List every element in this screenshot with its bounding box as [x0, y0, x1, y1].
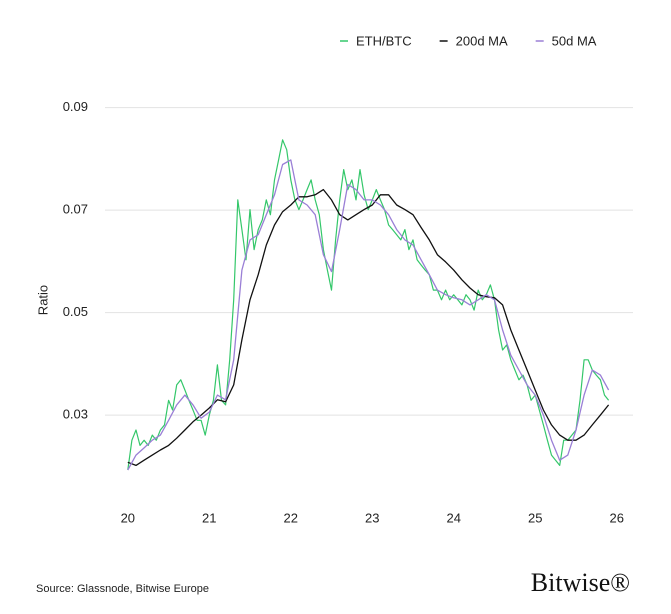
y-axis-label: Ratio	[35, 285, 50, 315]
x-tick-label: 26	[609, 510, 623, 525]
legend-label: ETH/BTC	[356, 33, 412, 48]
series-line	[127, 139, 610, 471]
y-tick-label: 0.09	[63, 99, 88, 114]
x-tick-label: 21	[202, 510, 216, 525]
x-tick-label: 22	[284, 510, 298, 525]
brand-logo: Bitwise®	[531, 568, 630, 597]
y-tick-label: 0.07	[63, 202, 88, 217]
series-line	[127, 188, 610, 467]
legend-label: 200d MA	[456, 33, 508, 48]
x-tick-label: 20	[121, 510, 135, 525]
legend-label: 50d MA	[552, 33, 597, 48]
y-tick-label: 0.05	[63, 304, 88, 319]
x-tick-label: 25	[528, 510, 542, 525]
x-tick-label: 23	[365, 510, 379, 525]
series-line	[127, 159, 610, 471]
source-note: Source: Glassnode, Bitwise Europe	[36, 583, 209, 595]
x-tick-label: 24	[447, 510, 461, 525]
y-tick-label: 0.03	[63, 407, 88, 422]
